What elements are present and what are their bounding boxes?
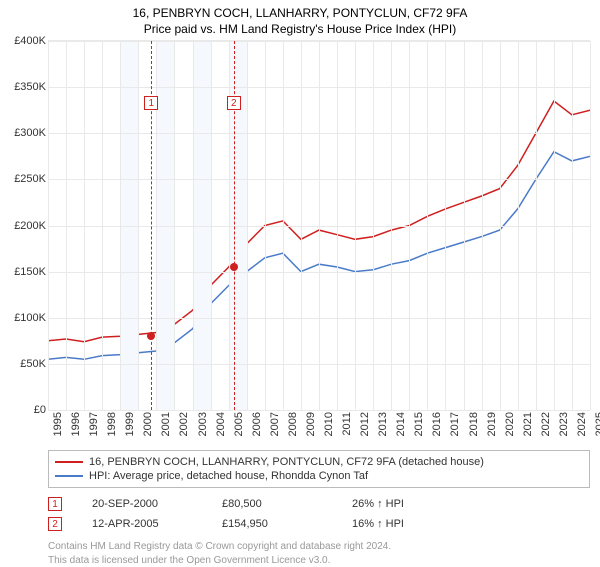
legend-label: 16, PENBRYN COCH, LLANHARRY, PONTYCLUN, … xyxy=(89,456,484,468)
price-point-marker xyxy=(147,332,155,340)
chart-plot-area: £0£50K£100K£150K£200K£250K£300K£350K£400… xyxy=(48,40,590,410)
legend-swatch xyxy=(55,475,83,477)
legend-item: HPI: Average price, detached house, Rhon… xyxy=(55,469,583,483)
y-axis-label: £250K xyxy=(2,173,46,185)
event-row: 1 20-SEP-2000 £80,500 26% ↑ HPI xyxy=(48,494,590,514)
event-row: 2 12-APR-2005 £154,950 16% ↑ HPI xyxy=(48,514,590,534)
x-axis-label: 1996 xyxy=(70,412,82,436)
y-axis-label: £300K xyxy=(2,127,46,139)
events-list: 1 20-SEP-2000 £80,500 26% ↑ HPI 2 12-APR-2005… xyxy=(48,494,590,534)
x-axis-label: 2006 xyxy=(251,412,263,436)
x-axis-label: 2023 xyxy=(558,412,570,436)
chart-x-axis: 1995 1996 1997 1998 1999 2000 2001 2002 2003 2004… xyxy=(48,410,590,444)
y-axis-label: £0 xyxy=(2,404,46,416)
x-axis-label: 2016 xyxy=(431,412,443,436)
x-axis-label: 2011 xyxy=(341,412,353,436)
x-axis-label: 2010 xyxy=(323,412,335,436)
chart-legend: 16, PENBRYN COCH, LLANHARRY, PONTYCLUN, … xyxy=(48,450,590,488)
x-axis-label: 2014 xyxy=(395,412,407,436)
x-axis-label: 2012 xyxy=(359,412,371,436)
footnote: Contains HM Land Registry data © Crown c… xyxy=(48,540,590,567)
x-axis-label: 2005 xyxy=(233,412,245,436)
y-axis-label: £200K xyxy=(2,220,46,232)
event-marker-box: 2 xyxy=(227,96,241,110)
x-axis-label: 2000 xyxy=(142,412,154,436)
event-date: 20-SEP-2000 xyxy=(92,498,192,510)
legend-label: HPI: Average price, detached house, Rhon… xyxy=(89,470,368,482)
x-axis-label: 1997 xyxy=(88,412,100,436)
x-axis-label: 2021 xyxy=(522,412,534,436)
event-index-box: 2 xyxy=(48,517,62,531)
legend-item: 16, PENBRYN COCH, LLANHARRY, PONTYCLUN, … xyxy=(55,455,583,469)
footnote-line: This data is licensed under the Open Gov… xyxy=(48,554,590,567)
legend-swatch xyxy=(55,461,83,463)
x-axis-label: 2007 xyxy=(269,412,281,436)
x-axis-label: 2022 xyxy=(540,412,552,436)
chart-title: 16, PENBRYN COCH, LLANHARRY, PONTYCLUN, … xyxy=(0,0,600,20)
event-date: 12-APR-2005 xyxy=(92,518,192,530)
x-axis-label: 1999 xyxy=(124,412,136,436)
y-axis-label: £150K xyxy=(2,266,46,278)
x-axis-label: 2015 xyxy=(413,412,425,436)
x-axis-label: 2001 xyxy=(160,412,172,436)
y-axis-label: £350K xyxy=(2,81,46,93)
x-axis-label: 2017 xyxy=(449,412,461,436)
footnote-line: Contains HM Land Registry data © Crown c… xyxy=(48,540,590,554)
x-axis-label: 2013 xyxy=(377,412,389,436)
event-marker-box: 1 xyxy=(144,96,158,110)
x-axis-label: 2009 xyxy=(305,412,317,436)
x-axis-label: 1998 xyxy=(106,412,118,436)
event-delta: 16% ↑ HPI xyxy=(352,518,452,530)
y-axis-label: £100K xyxy=(2,312,46,324)
x-axis-label: 2018 xyxy=(468,412,480,436)
x-axis-label: 2019 xyxy=(486,412,498,436)
x-axis-label: 2004 xyxy=(215,412,227,436)
event-delta: 26% ↑ HPI xyxy=(352,498,452,510)
x-axis-label: 2024 xyxy=(576,412,588,436)
event-price: £154,950 xyxy=(222,518,322,530)
chart-subtitle: Price paid vs. HM Land Registry's House … xyxy=(0,20,600,40)
price-point-marker xyxy=(230,263,238,271)
chart-container: 16, PENBRYN COCH, LLANHARRY, PONTYCLUN, … xyxy=(0,0,600,560)
x-axis-label: 2020 xyxy=(504,412,516,436)
x-axis-label: 2025 xyxy=(594,412,600,436)
x-axis-label: 1995 xyxy=(52,412,64,436)
x-axis-label: 2003 xyxy=(197,412,209,436)
y-axis-label: £50K xyxy=(2,358,46,370)
y-axis-label: £400K xyxy=(2,35,46,47)
x-axis-label: 2002 xyxy=(178,412,190,436)
event-index-box: 1 xyxy=(48,497,62,511)
event-price: £80,500 xyxy=(222,498,322,510)
x-axis-label: 2008 xyxy=(287,412,299,436)
